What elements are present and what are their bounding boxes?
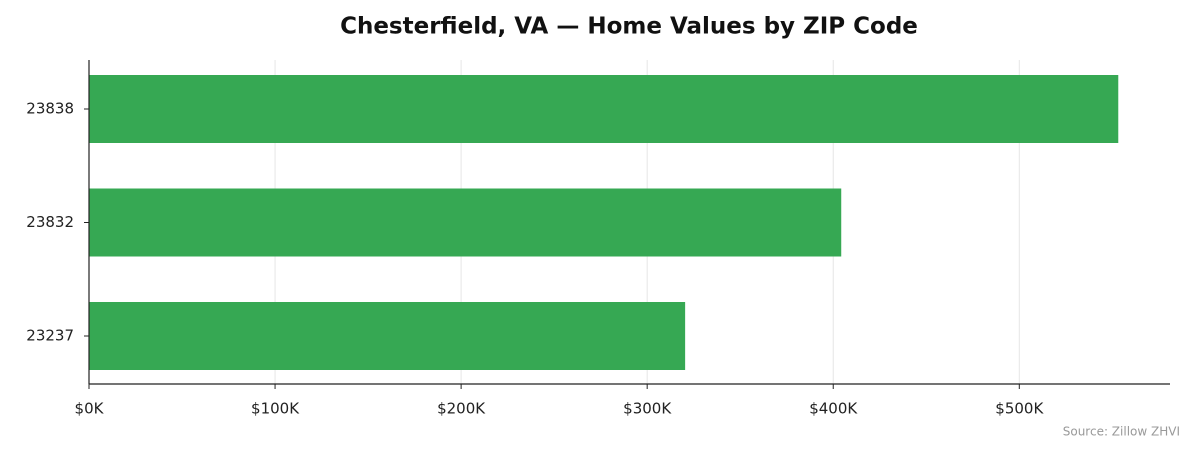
x-tick-label: $200K xyxy=(437,400,486,418)
x-tick-label: $500K xyxy=(995,400,1044,418)
chart-title: Chesterfield, VA — Home Values by ZIP Co… xyxy=(340,14,918,40)
x-tick-label: $300K xyxy=(623,400,672,418)
x-tick-label: $400K xyxy=(809,400,858,418)
bar xyxy=(89,302,686,370)
y-tick-label: 23832 xyxy=(26,213,74,231)
y-tick-label: 23838 xyxy=(26,100,74,118)
bar xyxy=(89,75,1119,143)
y-tick-label: 23237 xyxy=(26,327,74,345)
x-tick-label: $100K xyxy=(251,400,300,418)
source-note: Source: Zillow ZHVI xyxy=(1063,425,1180,439)
x-tick-label: $0K xyxy=(75,400,105,418)
bar xyxy=(89,188,842,257)
